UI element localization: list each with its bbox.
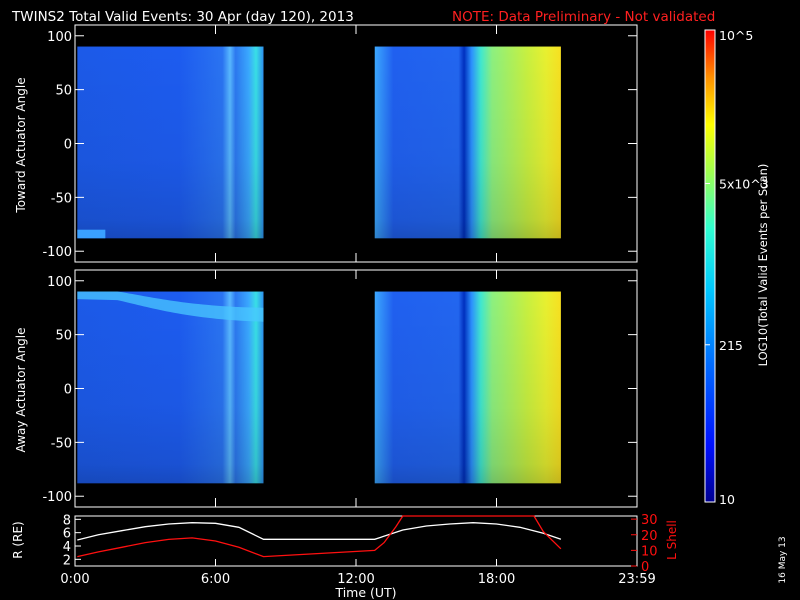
orbit-right-ylabel: L Shell <box>665 520 679 560</box>
orbit-left-ylabel: R (RE) <box>11 521 25 558</box>
orbit-ytick-right-label-2: 20 <box>641 529 658 544</box>
away-heatmap-shade-1 <box>77 291 264 484</box>
colorbar-scale <box>704 29 716 503</box>
time-tick-label-1: 6:00 <box>201 572 230 587</box>
away-feature-band <box>77 291 264 322</box>
orbit-ytick-left-label-2: 6 <box>63 527 71 542</box>
colorbar-tick-label-3: 10 <box>719 492 735 507</box>
away-ytick-label-0: -100 <box>42 490 72 505</box>
colorbar-tick-label-1: 5x10^3 <box>719 177 769 192</box>
time-tick-label-2: 12:00 <box>337 572 374 587</box>
toward-heatmap-shade-1 <box>77 46 264 239</box>
lshell-line <box>77 515 562 558</box>
toward-panel: -100 -50 0 50 100 <box>42 24 638 263</box>
preliminary-note: NOTE: Data Preliminary - Not validated <box>452 9 715 25</box>
plot-title: TWINS2 Total Valid Events: 30 Apr (day 1… <box>11 9 354 25</box>
date-stamp: 16 May 13 <box>778 536 788 583</box>
toward-ytick-label-0: -100 <box>42 245 72 260</box>
toward-ytick-label-1: -50 <box>51 191 72 206</box>
time-tick-label-4: 23:59 <box>618 572 655 587</box>
orbit-ytick-right-label-3: 30 <box>641 513 658 528</box>
toward-feature-edge <box>77 229 106 239</box>
toward-ytick-label-2: 0 <box>64 138 72 153</box>
colorbar-tick-label-0: 10^5 <box>719 28 753 43</box>
orbit-ytick-right-label-0: 0 <box>641 560 649 575</box>
toward-heatmap-shade-2 <box>374 46 561 239</box>
away-ytick-label-2: 0 <box>64 383 72 398</box>
toward-ytick-label-3: 50 <box>55 84 72 99</box>
away-panel: -100 -50 0 50 100 <box>42 269 638 508</box>
away-ylabel: Away Actuator Angle <box>14 327 28 452</box>
time-tick-label-3: 18:00 <box>478 572 515 587</box>
away-ytick-label-4: 100 <box>47 275 72 290</box>
orbit-ytick-left-label-0: 2 <box>63 553 71 568</box>
orbit-ytick-right-label-1: 10 <box>641 544 658 559</box>
toward-ytick-label-4: 100 <box>47 30 72 45</box>
colorbar: 10^5 5x10^3 215 10 <box>704 28 769 507</box>
radius-line <box>77 522 562 541</box>
colorbar-tick-label-2: 215 <box>719 338 743 353</box>
colorbar-label: LOG10(Total Valid Events per Scan) <box>756 164 770 367</box>
away-heatmap-shade-2 <box>374 291 561 484</box>
away-ytick-label-3: 50 <box>55 329 72 344</box>
toward-ylabel: Toward Actuator Angle <box>14 77 28 213</box>
time-xlabel: Time (UT) <box>334 585 396 600</box>
orbit-ytick-left-label-3: 8 <box>63 513 71 528</box>
away-ytick-label-1: -50 <box>51 436 72 451</box>
orbit-ytick-left-label-1: 4 <box>63 540 71 555</box>
time-tick-label-0: 0:00 <box>60 572 89 587</box>
